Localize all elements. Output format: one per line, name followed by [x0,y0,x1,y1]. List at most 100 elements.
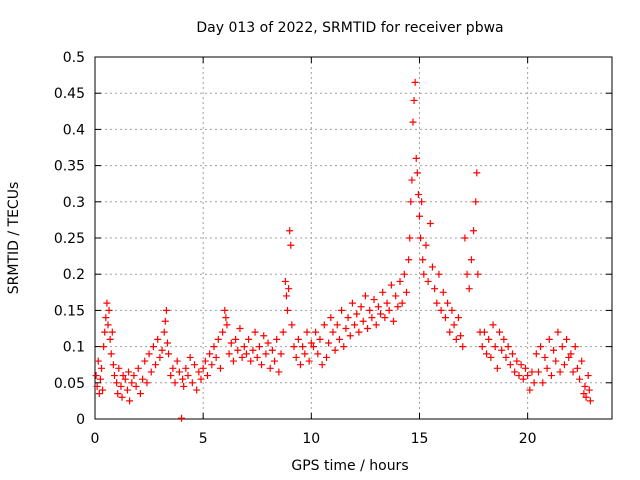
x-tick-label: 15 [411,431,429,447]
data-point [419,256,427,264]
data-point [221,306,229,314]
data-point [415,212,423,220]
data-point [372,321,380,329]
data-point [152,361,160,369]
data-point [374,303,382,311]
data-point [175,368,183,376]
data-point [118,393,126,401]
data-point [99,386,107,394]
y-tick-label: 0.4 [63,122,85,138]
data-point [212,353,220,361]
data-point [377,310,385,318]
data-point [134,364,142,372]
data-point [480,328,488,336]
data-point [392,292,400,300]
y-tick-label: 0.25 [54,231,85,247]
data-point [346,332,354,340]
data-point [158,346,166,354]
data-point [441,314,449,322]
data-point [364,325,372,332]
data-point [180,382,188,390]
data-point [282,292,290,300]
chart-title: Day 013 of 2022, SRMTID for receiver pbw… [196,20,503,36]
data-point [418,198,426,206]
data-point [301,350,309,358]
data-point [513,357,521,365]
data-point [271,357,279,365]
data-point [558,343,566,351]
data-point [154,335,162,343]
data-point [487,353,495,361]
data-point [260,332,268,340]
data-point [444,299,452,307]
data-point [143,379,151,387]
data-point [508,350,516,358]
data-point [199,364,207,372]
data-point [500,335,508,343]
data-point [357,303,365,311]
data-point [366,306,374,314]
data-point [584,372,592,380]
data-point [264,339,272,347]
data-point [195,368,203,376]
data-point [526,386,534,394]
data-point [565,353,573,361]
data-point [305,357,313,365]
data-point [186,353,194,361]
data-point [325,339,333,347]
data-point [96,375,104,383]
data-point [191,361,199,369]
data-point [547,372,555,380]
data-point [457,332,465,340]
data-point [173,357,181,365]
grid-lines [95,57,612,419]
data-point [100,343,108,351]
data-point [242,350,250,358]
data-point [125,368,133,376]
data-point [422,241,430,249]
data-point [519,375,527,383]
data-point [318,361,326,369]
data-point [581,382,589,390]
data-point [359,317,367,325]
data-point [390,317,398,325]
data-point [485,335,493,343]
data-point [353,310,361,318]
data-point [413,169,421,177]
data-point [478,343,486,351]
data-point [214,335,222,343]
data-point [493,364,501,372]
data-point [571,343,579,351]
y-tick-label: 0.15 [54,303,85,319]
data-point [407,198,415,206]
data-point [234,346,242,354]
data-point [502,353,510,361]
data-point [193,386,201,394]
data-point [132,382,140,390]
data-point [426,220,434,228]
data-point [238,353,246,361]
data-point [454,314,462,322]
data-point [473,169,481,177]
y-tick-label: 0.35 [54,159,85,175]
data-point [165,350,173,358]
data-points [92,78,594,422]
x-tick-label: 0 [91,431,100,447]
data-point [208,361,216,369]
data-point [292,353,300,361]
data-point [491,343,499,351]
data-point [227,339,235,347]
data-point [576,375,584,383]
data-point [216,364,224,372]
data-point [417,234,425,242]
data-point [167,372,175,380]
data-point [573,364,581,372]
data-point [109,361,117,369]
y-tick-label: 0.2 [63,267,85,283]
data-point [521,364,529,372]
data-point [379,288,387,296]
data-point [126,397,134,405]
x-tick-label: 10 [302,431,320,447]
data-point [489,321,497,329]
axis-ticks: 0 0.05 0.1 0.15 0.2 0.25 0.3 0.35 0.4 0.45 0.5 0 5 10… [54,50,612,447]
